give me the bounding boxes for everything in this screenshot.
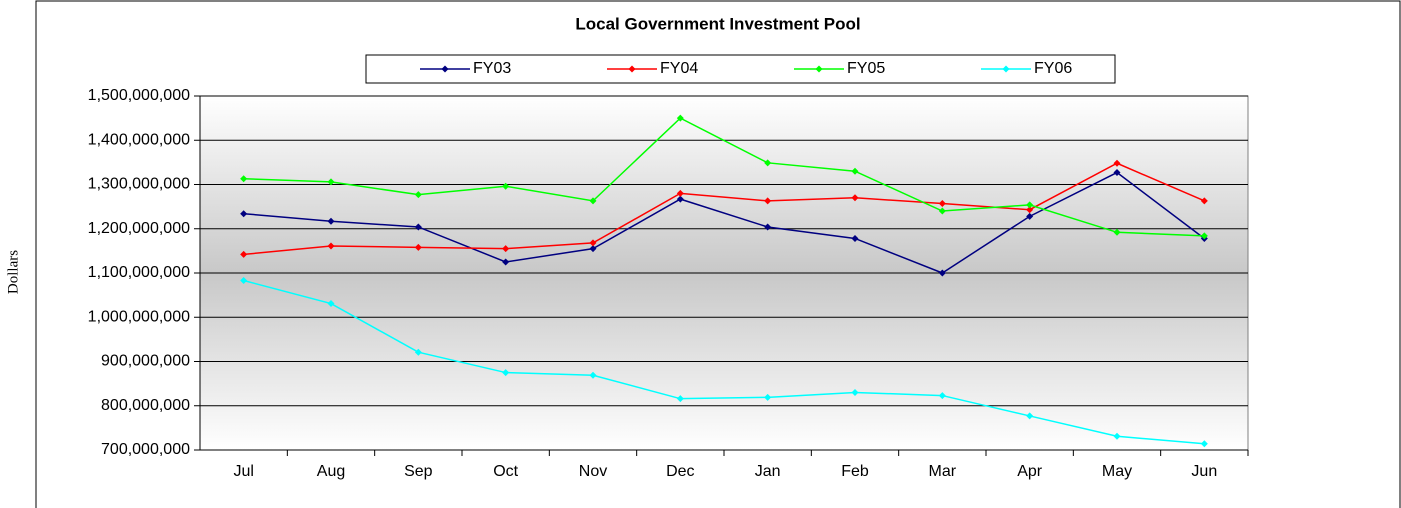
y-tick-label: 700,000,000 [101, 441, 190, 458]
marker [240, 250, 248, 258]
y-axis-label: Dollars [5, 250, 21, 294]
marker [1113, 432, 1121, 440]
series-line [243, 279, 1205, 445]
x-tick-label: Jan [755, 463, 781, 480]
marker [764, 393, 772, 401]
marker [676, 189, 684, 197]
marker [851, 388, 859, 396]
x-tick-label: Aug [317, 463, 345, 480]
marker [1026, 212, 1034, 220]
marker [1026, 201, 1034, 209]
legend-marker [628, 65, 636, 73]
y-tick-label: 1,300,000,000 [88, 176, 190, 193]
y-tick-label: 1,400,000,000 [88, 131, 190, 148]
x-tick-label: May [1102, 463, 1132, 480]
marker [502, 258, 510, 266]
series-line [243, 117, 1205, 237]
marker [676, 395, 684, 403]
marker [414, 243, 422, 251]
marker [938, 392, 946, 400]
marker [327, 242, 335, 250]
x-tick-label: Mar [929, 463, 957, 480]
marker [1026, 206, 1034, 214]
y-tick-label: 1,100,000,000 [88, 264, 190, 281]
marker [414, 348, 422, 356]
chart-title: Local Government Investment Pool [575, 14, 860, 33]
marker [1113, 159, 1121, 167]
legend-marker [1002, 65, 1010, 73]
x-tick-label: Feb [841, 463, 869, 480]
marker [589, 239, 597, 247]
x-tick-label: Dec [666, 463, 694, 480]
marker [589, 371, 597, 379]
legend-label: FY06 [1034, 60, 1072, 77]
marker [1200, 440, 1208, 448]
x-tick-label: Sep [404, 463, 433, 480]
marker [676, 114, 684, 122]
marker [938, 200, 946, 208]
x-tick-label: Oct [493, 463, 518, 480]
marker [1113, 228, 1121, 236]
marker [327, 300, 335, 308]
marker [938, 207, 946, 215]
legend-label: FY03 [473, 60, 511, 77]
marker [851, 194, 859, 202]
marker [851, 234, 859, 242]
y-tick-label: 900,000,000 [101, 353, 190, 370]
marker [851, 167, 859, 175]
marker [1113, 169, 1121, 177]
marker [327, 178, 335, 186]
legend-marker [441, 65, 449, 73]
y-tick-label: 800,000,000 [101, 397, 190, 414]
marker [502, 245, 510, 253]
marker [1200, 232, 1208, 240]
marker [938, 269, 946, 277]
marker [1200, 197, 1208, 205]
marker [414, 191, 422, 199]
marker [589, 197, 597, 205]
y-tick-label: 1,500,000,000 [88, 87, 190, 104]
marker [764, 197, 772, 205]
legend-label: FY05 [847, 60, 885, 77]
y-tick-label: 1,200,000,000 [88, 220, 190, 237]
x-tick-label: Apr [1017, 463, 1043, 480]
x-tick-label: Jun [1191, 463, 1217, 480]
marker [589, 245, 597, 253]
x-tick-label: Nov [579, 463, 607, 480]
marker [414, 223, 422, 231]
x-tick-label: Jul [233, 463, 253, 480]
marker [676, 195, 684, 203]
y-tick-label: 1,000,000,000 [88, 308, 190, 325]
series-line [243, 162, 1205, 256]
marker [764, 159, 772, 167]
marker [1026, 412, 1034, 420]
legend-label: FY04 [660, 60, 698, 77]
marker [240, 277, 248, 285]
marker [764, 223, 772, 231]
marker [240, 210, 248, 218]
marker [502, 369, 510, 377]
marker [240, 175, 248, 183]
marker [502, 182, 510, 190]
marker [327, 217, 335, 225]
legend-marker [815, 65, 823, 73]
